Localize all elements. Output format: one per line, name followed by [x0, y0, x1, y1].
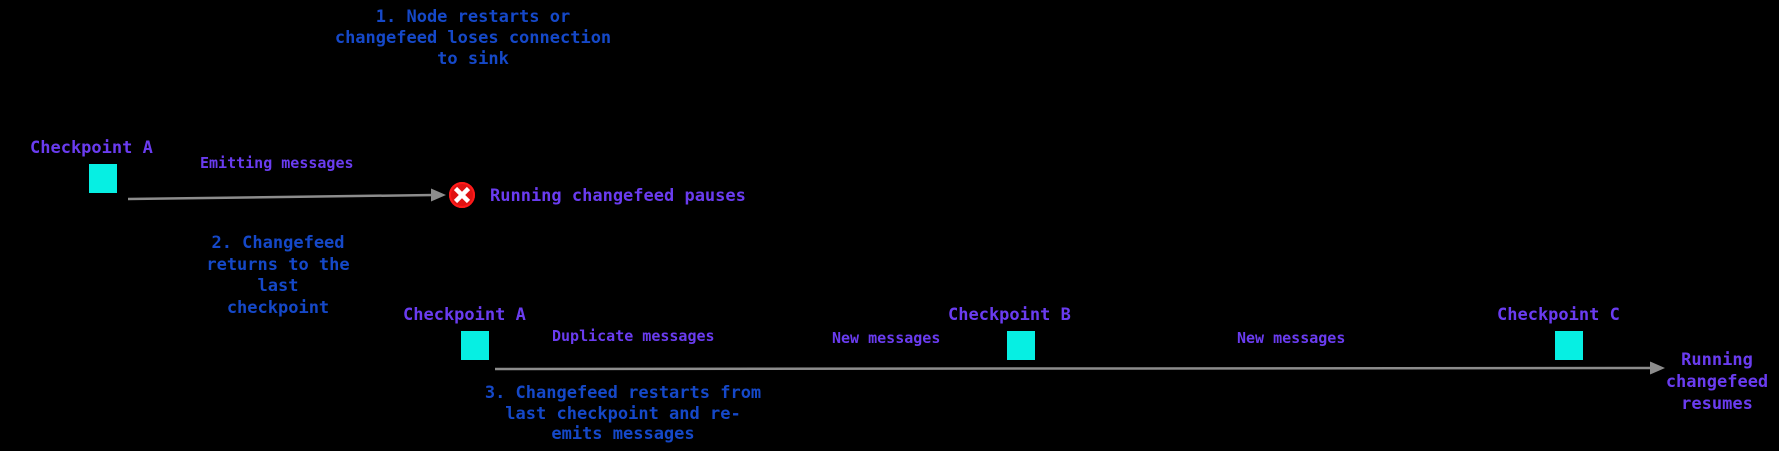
duplicate-messages-label: Duplicate messages	[552, 327, 715, 345]
checkpoint-a-marker-1	[89, 164, 117, 193]
step1-line: changefeed loses connection	[334, 28, 612, 48]
checkpoint-b-marker	[1007, 331, 1035, 360]
running-changefeed-pauses-label: Running changefeed pauses	[490, 186, 746, 206]
checkpoint-c-label: Checkpoint C	[1497, 305, 1620, 325]
checkpoint-b-label: Checkpoint B	[948, 305, 1071, 325]
step2-annotation: 2. Changefeed returns to the last checkp…	[198, 233, 358, 319]
step3-line: last checkpoint and re-	[505, 403, 741, 424]
new-messages-label-1: New messages	[832, 329, 941, 347]
step1-line: 1. Node restarts or	[375, 7, 571, 27]
step2-line: checkpoint	[226, 297, 330, 318]
resume-line: resumes	[1681, 394, 1753, 414]
step1-annotation: 1. Node restarts or changefeed loses con…	[328, 7, 618, 70]
new-messages-label-2: New messages	[1237, 329, 1346, 347]
timeline2-arrow	[494, 361, 1665, 375]
crossed-circle-icon	[449, 182, 475, 208]
checkpoint-a-marker-2	[461, 331, 489, 360]
step3-line: 3. Changefeed restarts from	[484, 383, 762, 403]
step2-line: last	[257, 276, 299, 296]
checkpoint-c-marker	[1555, 331, 1583, 360]
step1-line: to sink	[437, 49, 509, 69]
step3-line: emits messages	[551, 424, 695, 444]
timeline1-arrow	[127, 188, 446, 202]
step2-line: returns to the	[206, 254, 350, 275]
resume-line: Running	[1681, 350, 1753, 370]
checkpoint-a-label-2: Checkpoint A	[403, 305, 526, 325]
step3-annotation: 3. Changefeed restarts from last checkpo…	[483, 383, 763, 445]
emitting-messages-label: Emitting messages	[200, 154, 354, 172]
step2-line: 2. Changefeed	[211, 233, 345, 253]
running-changefeed-resumes-label: Running changefeed resumes	[1660, 349, 1774, 415]
resume-line: changefeed	[1665, 372, 1769, 392]
checkpoint-a-label-1: Checkpoint A	[30, 138, 153, 158]
